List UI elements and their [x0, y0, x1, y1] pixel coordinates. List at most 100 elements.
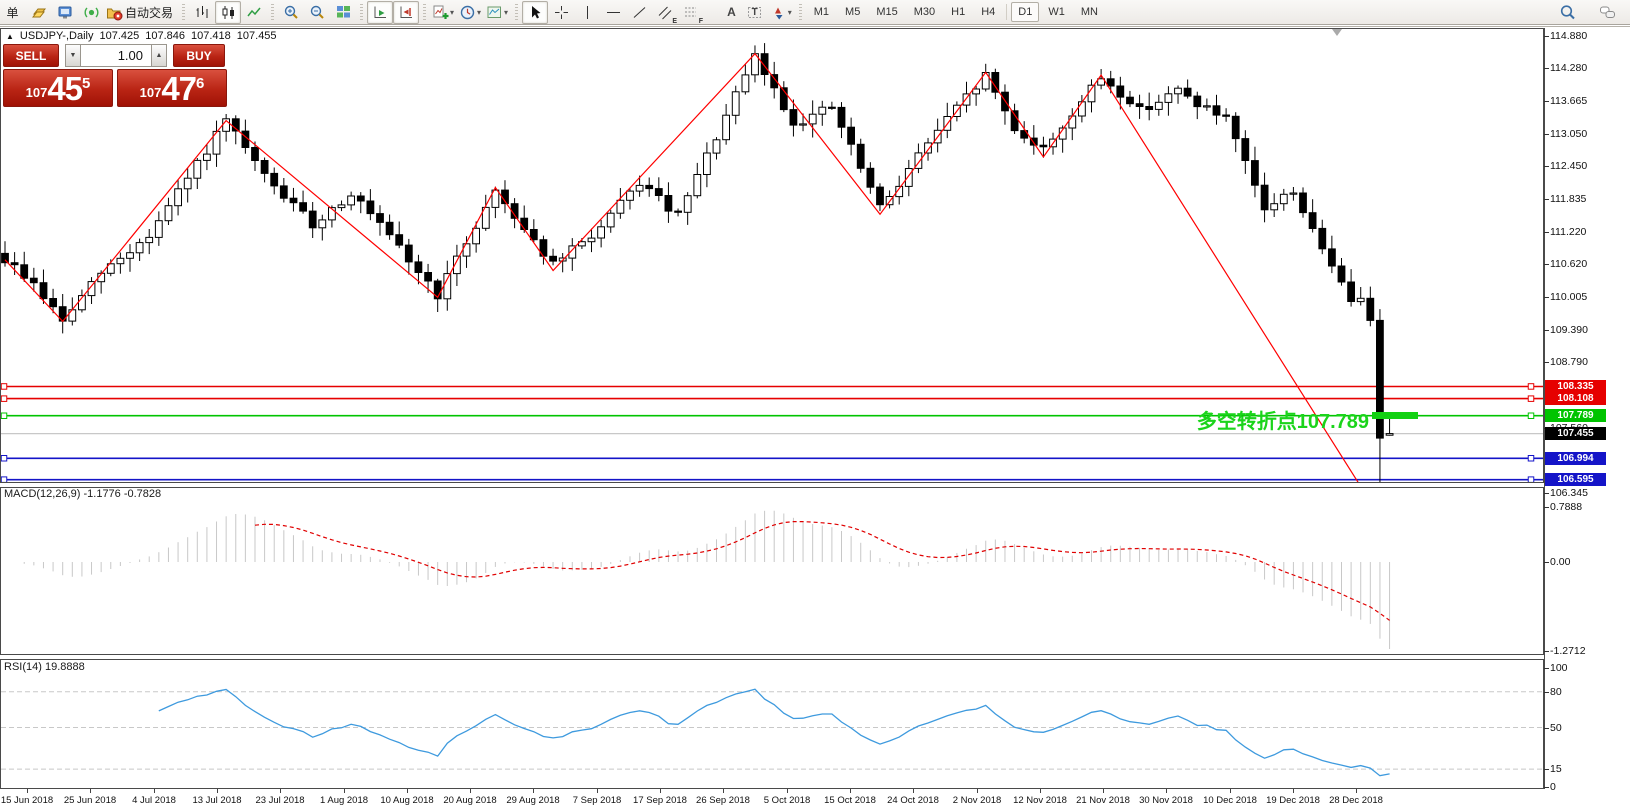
toolbar-separator	[271, 3, 275, 21]
chart-shift-button[interactable]	[393, 0, 420, 24]
line-chart-button[interactable]	[241, 1, 267, 24]
line-anchor-marker[interactable]	[1, 395, 8, 402]
candle	[443, 273, 452, 300]
candle	[299, 202, 308, 212]
periods-button[interactable]: ▾	[457, 1, 484, 24]
symbol-name: USDJPY-,Daily	[19, 30, 94, 42]
vertical-line-button[interactable]	[574, 1, 600, 24]
zoom-out-button[interactable]	[304, 1, 330, 24]
tile-windows-button[interactable]	[330, 1, 356, 24]
candle	[135, 242, 144, 254]
line-anchor-marker[interactable]	[1527, 383, 1535, 390]
candle	[866, 167, 875, 188]
timeframe-w1-button[interactable]: W1	[1048, 6, 1065, 18]
symbol-bar: ▲ USDJPY-,Daily 107.425 107.846 107.418 …	[6, 30, 277, 42]
autotrading-button[interactable]: 自动交易	[104, 1, 178, 24]
clock-icon	[459, 4, 476, 21]
timeframe-m30-button[interactable]: M30	[913, 6, 936, 18]
time-axis-tick	[1356, 789, 1357, 793]
sell-button[interactable]: SELL	[3, 44, 59, 67]
candle	[837, 106, 846, 128]
quotes-button[interactable]	[26, 1, 52, 24]
equidistant-channel-button[interactable]: E	[652, 1, 678, 25]
volume-increase-button[interactable]: ▲	[151, 44, 167, 67]
candle	[395, 234, 404, 246]
sell-price-button[interactable]: 107 45 5	[3, 69, 113, 107]
macd-axis-label: -1.2712	[1550, 645, 1586, 657]
candle	[818, 106, 827, 115]
time-axis-label: 19 Dec 2018	[1266, 795, 1320, 806]
timeframe-m5-button[interactable]: M5	[845, 6, 861, 18]
indicators-button[interactable]: ▾	[430, 1, 457, 24]
ohlc-high: 107.846	[145, 30, 186, 42]
zoom-in-button[interactable]	[278, 1, 304, 24]
timeframe-h4-button[interactable]: H4	[981, 6, 996, 18]
dropdown-caret-icon[interactable]: ▾	[787, 7, 792, 17]
line-anchor-marker[interactable]	[1527, 395, 1535, 402]
line-anchor-marker[interactable]	[1, 476, 8, 483]
candle	[654, 188, 663, 197]
buy-price-button[interactable]: 107 47 6	[117, 69, 227, 107]
candle	[1356, 297, 1365, 303]
time-axis-label: 2 Nov 2018	[952, 795, 1002, 806]
text-label-button[interactable]: T	[742, 1, 768, 24]
volume-decrease-button[interactable]: ▼	[65, 44, 81, 67]
candlestick-chart-button[interactable]	[215, 0, 242, 24]
auto-scroll-button[interactable]	[367, 0, 394, 24]
price-axis-label: 110.005	[1550, 291, 1588, 303]
line-anchor-marker[interactable]	[1527, 455, 1535, 462]
candle	[203, 153, 211, 161]
dropdown-caret-icon[interactable]: ▾	[450, 7, 455, 17]
price-axis-tick	[1544, 264, 1549, 265]
candle	[520, 217, 529, 230]
timeframe-m15-button[interactable]: M15	[876, 6, 898, 18]
timeframe-d1-button[interactable]: D1	[1011, 2, 1040, 22]
chat-button[interactable]	[1594, 1, 1620, 24]
cursor-button[interactable]	[522, 0, 549, 24]
signal-button[interactable]	[78, 1, 104, 24]
line-anchor-marker[interactable]	[1, 412, 8, 419]
bar-chart-button[interactable]	[189, 1, 215, 24]
time-axis-tick	[977, 789, 978, 793]
cursor-icon	[527, 4, 544, 21]
line-anchor-marker[interactable]	[1, 455, 8, 462]
crosshair-button[interactable]	[548, 1, 574, 24]
collapse-one-click-icon[interactable]: ▲	[6, 31, 14, 41]
timeframe-h1-button[interactable]: H1	[951, 6, 966, 18]
time-axis-label: 30 Nov 2018	[1139, 795, 1193, 806]
macd-panel[interactable]	[23, 510, 1391, 649]
arrows-button[interactable]: ▾	[768, 1, 795, 24]
new-order-button[interactable]: 单	[0, 1, 26, 24]
rsi-panel[interactable]	[1, 688, 1543, 777]
dropdown-caret-icon[interactable]: ▾	[504, 7, 509, 17]
candle	[1337, 265, 1346, 283]
line-anchor-marker[interactable]	[1527, 476, 1535, 483]
line-chart-icon	[246, 4, 263, 21]
buy-button[interactable]: BUY	[173, 44, 225, 67]
toolbar-separator	[798, 3, 802, 21]
line-anchor-marker[interactable]	[1527, 412, 1535, 419]
price-chart-panel[interactable]	[0, 43, 1544, 517]
dropdown-caret-icon[interactable]: ▾	[477, 7, 482, 17]
volume-input[interactable]: 1.00	[81, 44, 151, 67]
search-button[interactable]	[1554, 1, 1580, 24]
turning-point-marker[interactable]	[1372, 412, 1418, 419]
terminal-button[interactable]	[52, 1, 78, 24]
line-anchor-marker[interactable]	[1, 383, 8, 390]
candle	[914, 152, 923, 169]
templates-button[interactable]: ▾	[484, 1, 511, 24]
candle	[529, 229, 538, 241]
timeframe-m1-button[interactable]: M1	[813, 6, 830, 18]
candle	[904, 168, 913, 187]
trendline-button[interactable]	[626, 1, 652, 24]
macd-axis-label: 0.7888	[1550, 501, 1583, 513]
timeframe-mn-button[interactable]: MN	[1080, 6, 1098, 18]
fibonacci-button[interactable]: F	[678, 1, 704, 25]
price-panel-frame	[0, 28, 1544, 483]
candle	[597, 226, 606, 239]
horizontal-line-button[interactable]	[600, 1, 626, 24]
text-button[interactable]: A	[704, 1, 742, 24]
chart-shift-marker-icon[interactable]	[1332, 29, 1342, 36]
zigzag-line[interactable]	[4, 52, 1380, 517]
